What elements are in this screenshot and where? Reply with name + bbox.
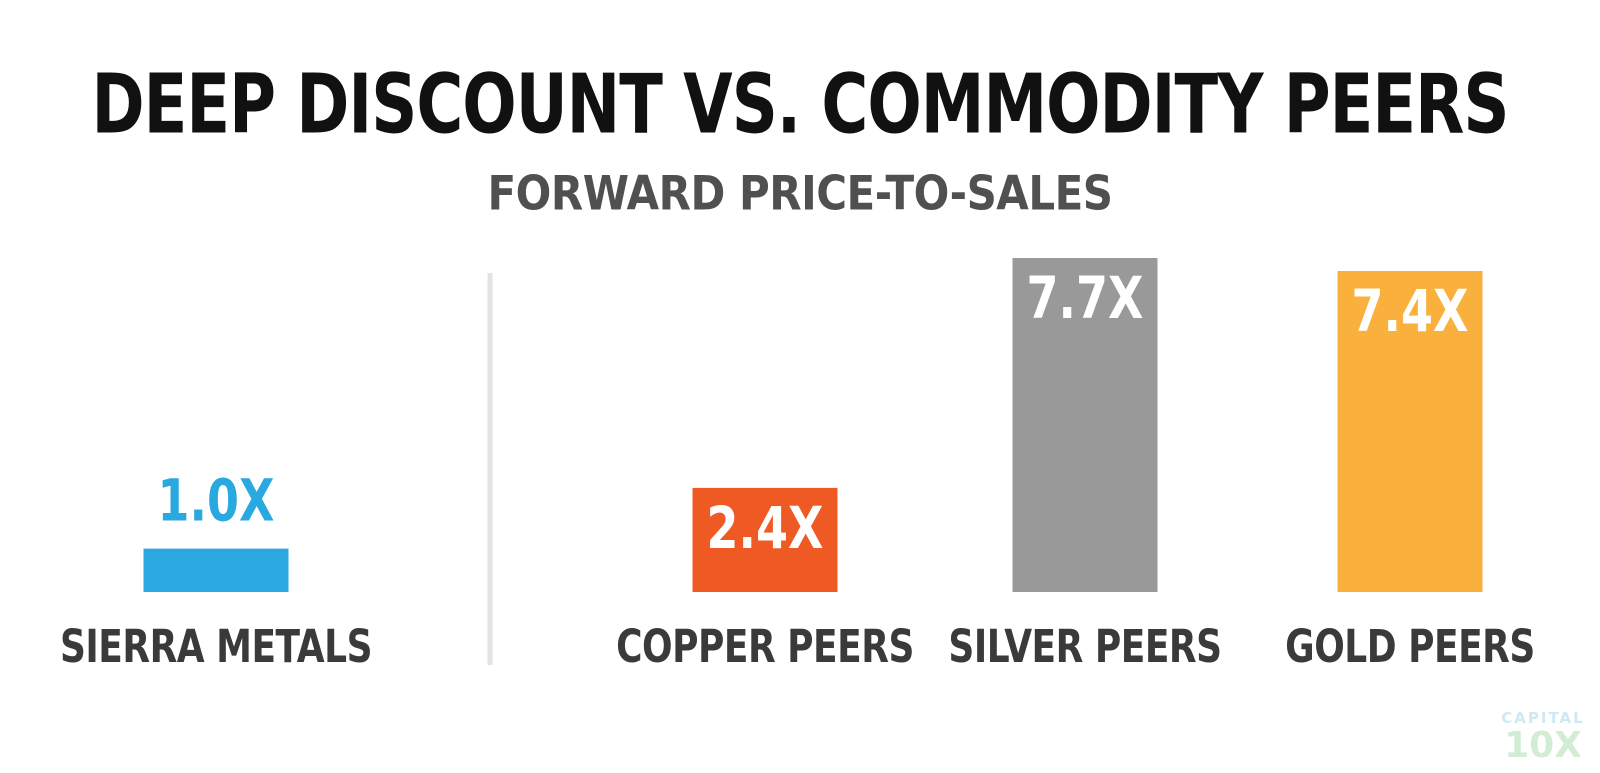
chart-title: DEEP DISCOUNT VS. COMMODITY PEERS [91,58,1510,154]
data-label-sierra-metals: 1.0X [158,469,275,535]
bar-gold-peers [1337,271,1483,592]
category-label-silver-peers: SILVER PEERS [948,620,1221,673]
category-label-gold-peers: GOLD PEERS [1285,620,1535,673]
data-label-copper-peers: 2.4X [707,496,824,562]
capital-10x-logo: CAPITAL 10X [1498,709,1588,765]
bar-copper-peers [692,487,838,592]
chart-subtitle: FORWARD PRICE-TO-SALES [487,166,1113,221]
bar-silver-peers [1012,258,1158,592]
category-label-copper-peers: COPPER PEERS [616,620,914,673]
logo-bottom-text: 10X [1504,725,1582,766]
data-label-silver-peers: 7.7X [1027,266,1144,332]
bar-sierra-metals [143,548,289,592]
data-label-gold-peers: 7.4X [1352,279,1469,345]
bars-group: 1.0X SIERRA METALS 2.4X COPPER PEERS 7.7X SIL… [60,258,1535,673]
category-label-sierra-metals: SIERRA METALS [60,620,372,673]
logo-top-text: CAPITAL [1501,709,1585,727]
